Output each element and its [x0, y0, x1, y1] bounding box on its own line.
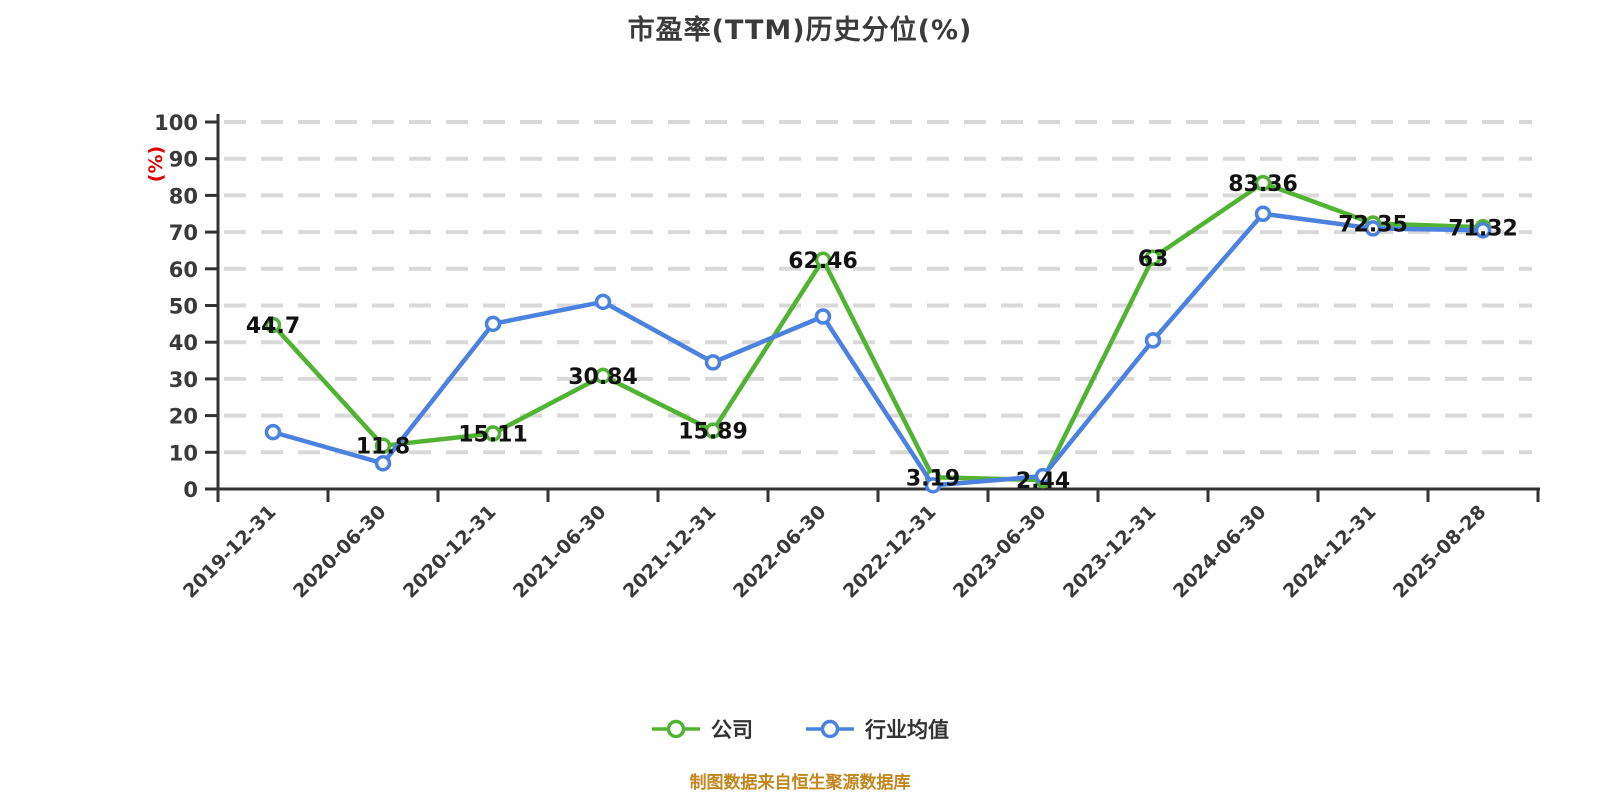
legend-label: 行业均值 — [865, 718, 949, 742]
y-tick-label: 10 — [169, 441, 198, 465]
data-point-label: 62.46 — [788, 249, 858, 274]
data-point-marker — [484, 315, 502, 333]
data-point-label: 2.44 — [1016, 469, 1070, 494]
data-point-label: 15.11 — [458, 423, 528, 448]
data-point-marker — [1144, 249, 1162, 267]
x-tick-label: 2024-06-30 — [1169, 501, 1271, 603]
series-line-1 — [270, 211, 1486, 488]
y-tick-label: 70 — [169, 221, 198, 245]
data-point-marker — [814, 251, 832, 269]
x-tick-label: 2021-06-30 — [509, 501, 611, 603]
data-point-label: 83.36 — [1228, 172, 1298, 197]
data-point-label: 71.32 — [1448, 216, 1518, 241]
y-tick-label: 90 — [169, 148, 198, 172]
data-point-label: 44.7 — [246, 314, 300, 339]
data-point-marker — [704, 354, 722, 371]
data-point-marker — [1034, 467, 1052, 485]
y-tick-label: 20 — [169, 405, 198, 429]
data-point-marker — [704, 422, 722, 439]
x-tick-label: 2020-12-31 — [399, 501, 501, 603]
data-point-label: 15.89 — [678, 420, 748, 445]
data-point-marker — [264, 316, 282, 334]
series-line-0 — [270, 180, 1486, 483]
y-tick-label: 100 — [154, 111, 198, 135]
chart-title: 市盈率(TTM)历史分位(%) — [627, 15, 973, 46]
data-point-marker — [1364, 220, 1382, 237]
legend-item-0[interactable]: 公司 — [651, 714, 753, 744]
chart-legend: 公司 行业均值 — [0, 714, 1600, 744]
data-point-marker — [374, 437, 392, 454]
data-point-label: 63 — [1138, 247, 1169, 272]
legend-item-1[interactable]: 行业均值 — [805, 714, 949, 744]
legend-marker-icon — [652, 719, 700, 739]
data-point-marker — [1474, 222, 1492, 239]
x-tick-label: 2021-12-31 — [619, 501, 721, 603]
data-point-marker — [594, 367, 612, 385]
data-point-marker — [374, 455, 392, 472]
data-point-label: 11.8 — [356, 435, 410, 460]
y-tick-label: 0 — [183, 478, 198, 502]
x-tick-label: 2023-12-31 — [1059, 501, 1161, 603]
x-tick-label: 2025-08-28 — [1389, 501, 1491, 603]
data-point-marker — [1254, 174, 1272, 192]
x-tick-label: 2024-12-31 — [1279, 501, 1381, 603]
y-tick-label: 60 — [169, 258, 198, 282]
y-tick-label: 30 — [169, 368, 198, 392]
x-tick-label: 2020-06-30 — [289, 501, 391, 603]
y-tick-label: 50 — [169, 295, 198, 319]
y-tick-label: 40 — [169, 331, 198, 355]
x-tick-label: 2022-06-30 — [729, 501, 831, 603]
data-point-marker — [1254, 205, 1272, 222]
data-point-marker — [924, 477, 942, 494]
legend-marker-icon — [806, 719, 854, 739]
data-point-label: 3.19 — [906, 466, 960, 491]
data-point-marker — [264, 423, 282, 441]
data-point-marker — [594, 293, 612, 311]
x-tick-label: 2022-12-31 — [839, 501, 941, 603]
x-tick-label: 2019-12-31 — [179, 501, 281, 603]
data-point-marker — [484, 425, 502, 442]
data-source-note: 制图数据来自恒生聚源数据库 — [689, 773, 911, 793]
data-point-marker — [814, 308, 832, 325]
legend-label: 公司 — [711, 718, 753, 742]
data-point-label: 72.35 — [1338, 212, 1408, 237]
data-point-marker — [1144, 332, 1162, 349]
data-point-label: 30.84 — [568, 365, 638, 390]
pe-ttm-percentile-line-chart: 0 10 20 30 40 50 60 70 80 90 100 2019-12-31 2020-06-… — [154, 111, 1540, 603]
y-tick-label: 80 — [169, 184, 198, 208]
x-tick-label: 2023-06-30 — [949, 501, 1051, 603]
